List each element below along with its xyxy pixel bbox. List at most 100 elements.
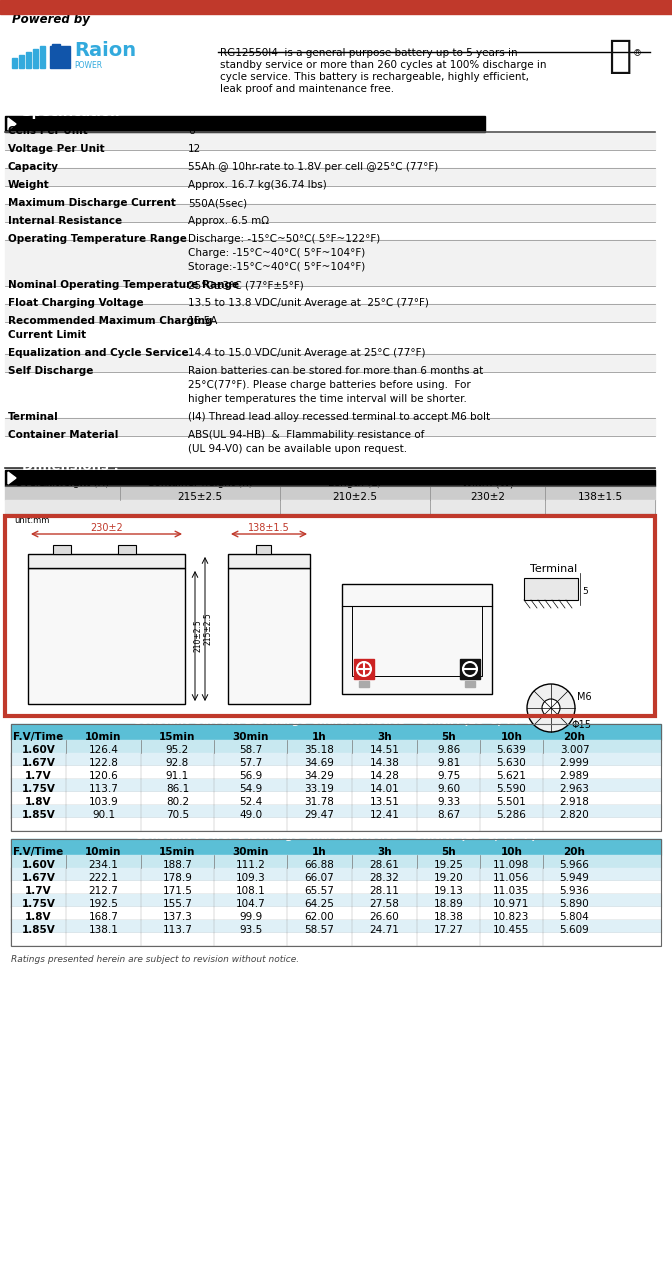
- Text: 10.971: 10.971: [493, 899, 530, 909]
- Text: 192.5: 192.5: [89, 899, 118, 909]
- Text: 25°C(77°F). Please charge batteries before using.  For: 25°C(77°F). Please charge batteries befo…: [188, 380, 471, 390]
- Bar: [5, 303, 655, 323]
- Text: higher temperatures the time interval will be shorter.: higher temperatures the time interval wi…: [188, 394, 467, 404]
- Text: 210±2.5: 210±2.5: [333, 492, 378, 502]
- Text: 9.33: 9.33: [437, 797, 460, 806]
- Bar: [40, 46, 45, 68]
- Text: 6: 6: [188, 125, 195, 136]
- Text: Voltage Per Unit: Voltage Per Unit: [8, 143, 105, 154]
- Text: 1.8V: 1.8V: [26, 797, 52, 806]
- Text: 28.11: 28.11: [370, 886, 399, 896]
- Text: 8.67: 8.67: [437, 810, 460, 820]
- Text: 2.989: 2.989: [560, 771, 589, 781]
- Text: 14.28: 14.28: [370, 771, 399, 781]
- Bar: [33, 49, 38, 68]
- Text: 70.5: 70.5: [166, 810, 189, 820]
- Bar: [11, 933, 661, 946]
- Bar: [5, 500, 655, 515]
- Text: standby service or more than 260 cycles at 100% discharge in: standby service or more than 260 cycles …: [220, 60, 546, 70]
- Text: 18.38: 18.38: [433, 911, 464, 922]
- Text: 108.1: 108.1: [236, 886, 265, 896]
- Text: 234.1: 234.1: [89, 860, 118, 870]
- Text: 15min: 15min: [159, 732, 196, 742]
- Text: 16.5A: 16.5A: [188, 316, 218, 326]
- Text: 13.51: 13.51: [370, 797, 399, 806]
- Text: 212.7: 212.7: [89, 886, 118, 896]
- Text: 5.609: 5.609: [560, 925, 589, 934]
- Text: 103.9: 103.9: [89, 797, 118, 806]
- Text: 57.7: 57.7: [239, 758, 262, 768]
- Text: 222.1: 222.1: [89, 873, 118, 883]
- Text: 14.4 to 15.0 VDC/unit Average at 25°C (77°F): 14.4 to 15.0 VDC/unit Average at 25°C (7…: [188, 348, 425, 358]
- Text: 2.963: 2.963: [560, 783, 589, 794]
- Text: 49.0: 49.0: [239, 810, 262, 820]
- Text: 11.035: 11.035: [493, 886, 530, 896]
- Bar: [5, 150, 655, 168]
- Text: Storage:-15°C~40°C( 5°F~104°F): Storage:-15°C~40°C( 5°F~104°F): [188, 262, 366, 271]
- Text: 58.7: 58.7: [239, 745, 262, 755]
- Text: 5.890: 5.890: [560, 899, 589, 909]
- Text: 62.00: 62.00: [304, 911, 334, 922]
- Text: 58.57: 58.57: [304, 925, 335, 934]
- Bar: [5, 285, 655, 303]
- Text: 1.67V: 1.67V: [22, 873, 55, 883]
- Text: 30min: 30min: [233, 732, 269, 742]
- Bar: [11, 908, 661, 920]
- Text: RG12550I4: RG12550I4: [220, 0, 442, 14]
- Text: 122.8: 122.8: [89, 758, 118, 768]
- Text: 3.007: 3.007: [560, 745, 589, 755]
- Text: 215±2.5: 215±2.5: [204, 613, 212, 645]
- Text: 11.056: 11.056: [493, 873, 530, 883]
- Bar: [5, 221, 655, 241]
- Text: Terminal: Terminal: [530, 564, 578, 573]
- Text: Container height (h): Container height (h): [147, 477, 253, 488]
- Bar: [0, 0, 672, 14]
- Text: 10min: 10min: [85, 732, 122, 742]
- Text: 29.47: 29.47: [304, 810, 335, 820]
- Text: 52.4: 52.4: [239, 797, 262, 806]
- Text: 35.18: 35.18: [304, 745, 335, 755]
- Circle shape: [542, 699, 560, 717]
- Bar: [5, 486, 655, 500]
- Bar: [460, 659, 480, 678]
- Text: Discharge: -15°C~50°C( 5°F~122°F): Discharge: -15°C~50°C( 5°F~122°F): [188, 234, 380, 244]
- Bar: [465, 681, 475, 687]
- Text: 12.41: 12.41: [370, 810, 399, 820]
- Text: ®: ®: [633, 49, 642, 58]
- Bar: [11, 838, 661, 946]
- Text: 178.9: 178.9: [163, 873, 192, 883]
- Text: 80.2: 80.2: [166, 797, 189, 806]
- Text: 138.1: 138.1: [89, 925, 118, 934]
- Text: 104.7: 104.7: [236, 899, 265, 909]
- Bar: [5, 241, 655, 285]
- Text: 126.4: 126.4: [89, 745, 118, 755]
- Text: Constant Current Discharge Characteristics    Unit:A (25°C, 77°F): Constant Current Discharge Characteristi…: [133, 716, 539, 726]
- Text: 13.5 to 13.8 VDC/unit Average at  25°C (77°F): 13.5 to 13.8 VDC/unit Average at 25°C (7…: [188, 298, 429, 308]
- Bar: [52, 44, 60, 50]
- Text: Φ15: Φ15: [571, 719, 591, 730]
- Text: 120.6: 120.6: [89, 771, 118, 781]
- Text: 10.823: 10.823: [493, 911, 530, 922]
- Text: 91.1: 91.1: [166, 771, 189, 781]
- Bar: [5, 204, 655, 221]
- Text: 5.639: 5.639: [497, 745, 526, 755]
- Bar: [12, 58, 17, 68]
- Text: Dimensions :: Dimensions :: [22, 460, 119, 474]
- Text: Recommended Maximum Charging: Recommended Maximum Charging: [8, 316, 212, 326]
- Text: Container Material: Container Material: [8, 430, 118, 440]
- Text: 56.9: 56.9: [239, 771, 262, 781]
- Text: 19.20: 19.20: [433, 873, 464, 883]
- Text: 2.918: 2.918: [560, 797, 589, 806]
- Text: 24.71: 24.71: [370, 925, 399, 934]
- Text: 66.88: 66.88: [304, 860, 335, 870]
- Text: 138±1.5: 138±1.5: [577, 492, 622, 502]
- Text: 15min: 15min: [159, 847, 196, 858]
- Text: 17.27: 17.27: [433, 925, 464, 934]
- Text: 64.25: 64.25: [304, 899, 335, 909]
- Text: 10h: 10h: [501, 732, 522, 742]
- Text: 5h: 5h: [442, 847, 456, 858]
- Text: 1.60V: 1.60V: [22, 745, 55, 755]
- Text: 12: 12: [188, 143, 201, 154]
- Text: 86.1: 86.1: [166, 783, 189, 794]
- Text: 109.3: 109.3: [236, 873, 265, 883]
